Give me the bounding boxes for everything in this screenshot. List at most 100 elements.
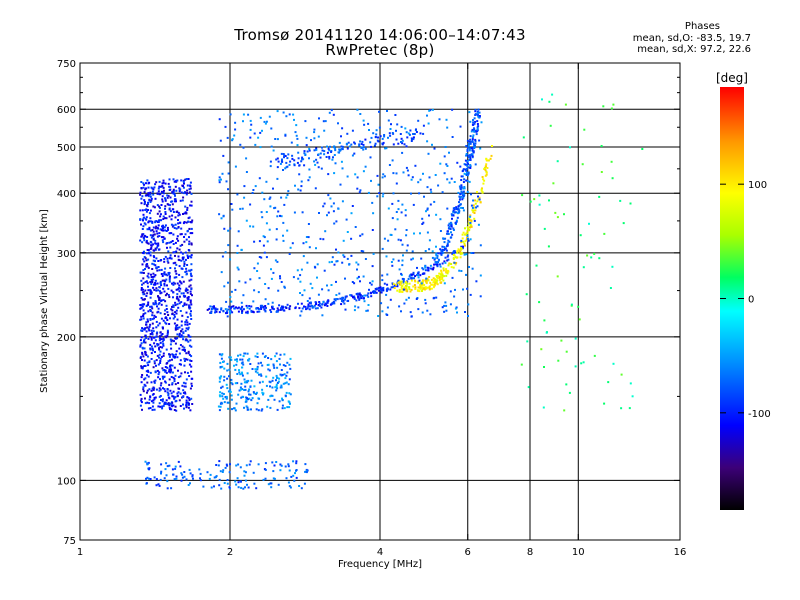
scatter-point (187, 296, 190, 298)
scatter-point (157, 187, 160, 190)
scatter-point (169, 317, 171, 320)
scatter-point (473, 217, 476, 220)
scatter-point (469, 138, 472, 141)
scatter-point (168, 355, 171, 358)
scatter-point (374, 142, 377, 145)
scatter-point (252, 225, 255, 228)
scatter-point (261, 408, 264, 411)
scatter-point (189, 312, 192, 315)
scatter-point (431, 108, 434, 111)
scatter-point (230, 358, 233, 361)
scatter-point (308, 246, 311, 249)
scatter-point (324, 120, 327, 123)
scatter-point (346, 231, 349, 233)
scatter-point (300, 160, 303, 163)
scatter-point (432, 281, 435, 284)
scatter-point (174, 185, 177, 188)
scatter-point (268, 228, 271, 231)
scatter-point (161, 200, 164, 203)
scatter-point (409, 290, 412, 293)
scatter-point (181, 384, 184, 387)
scatter-point (199, 479, 202, 482)
scatter-point (417, 280, 420, 283)
scatter-point (437, 261, 439, 264)
scatter-point (315, 147, 318, 150)
scatter-point (139, 191, 142, 194)
scatter-point (334, 299, 337, 302)
scatter-point (280, 307, 282, 310)
scatter-point (181, 476, 184, 479)
scatter-point (141, 233, 144, 236)
scatter-point (267, 302, 270, 305)
scatter-point (425, 210, 427, 213)
scatter-point (390, 261, 393, 263)
scatter-point (184, 251, 187, 254)
scatter-point (428, 109, 431, 112)
scatter-point (181, 473, 184, 476)
scatter-point (293, 211, 296, 214)
scatter-point (398, 305, 401, 308)
scatter-point (172, 251, 175, 254)
scatter-point (229, 113, 232, 116)
scatter-point (150, 199, 153, 202)
scatter-point (452, 210, 455, 213)
scatter-point (152, 193, 155, 196)
scatter-point (220, 308, 223, 311)
scatter-point (280, 369, 283, 371)
scatter-point (228, 486, 231, 489)
scatter-point (141, 195, 144, 198)
scatter-point (298, 307, 301, 310)
scatter-point (215, 310, 218, 313)
scatter-point (620, 407, 623, 410)
scatter-point (452, 227, 455, 230)
scatter-point (261, 388, 264, 391)
scatter-point (389, 128, 392, 130)
scatter-point (139, 339, 142, 342)
scatter-point (337, 122, 339, 125)
scatter-point (333, 146, 336, 148)
scatter-point (543, 319, 546, 322)
scatter-point (335, 280, 337, 283)
scatter-point (473, 117, 476, 120)
scatter-point (223, 482, 226, 484)
scatter-point (165, 474, 168, 477)
scatter-point (391, 264, 394, 267)
scatter-point (406, 282, 409, 285)
scatter-point (150, 246, 153, 249)
scatter-point (251, 397, 254, 400)
scatter-point (235, 402, 238, 405)
scatter-point (182, 186, 185, 189)
phases-title: Phases (684, 21, 720, 32)
scatter-point (439, 248, 442, 251)
scatter-point (376, 287, 379, 290)
scatter-point (177, 306, 180, 309)
scatter-point (188, 240, 191, 243)
scatter-point (276, 138, 279, 141)
scatter-point (183, 182, 185, 185)
scatter-point (263, 120, 266, 123)
scatter-point (142, 282, 145, 285)
scatter-point (290, 141, 293, 144)
scatter-point (147, 369, 149, 372)
scatter-point (151, 405, 154, 408)
scatter-point (166, 366, 169, 369)
scatter-point (370, 179, 372, 182)
scatter-point (174, 267, 176, 270)
scatter-point (241, 309, 244, 312)
scatter-point (276, 177, 279, 180)
scatter-point (177, 369, 179, 372)
scatter-point (275, 228, 278, 231)
scatter-point (154, 282, 157, 284)
scatter-point (182, 391, 185, 394)
scatter-point (481, 176, 484, 178)
scatter-point (266, 405, 269, 408)
scatter-point (162, 354, 165, 357)
scatter-point (446, 242, 449, 245)
scatter-point (383, 135, 386, 138)
scatter-point (142, 355, 145, 358)
scatter-point (350, 143, 353, 146)
scatter-point (253, 267, 256, 270)
scatter-point (404, 214, 407, 217)
scatter-point (458, 209, 461, 212)
scatter-point (261, 352, 264, 355)
